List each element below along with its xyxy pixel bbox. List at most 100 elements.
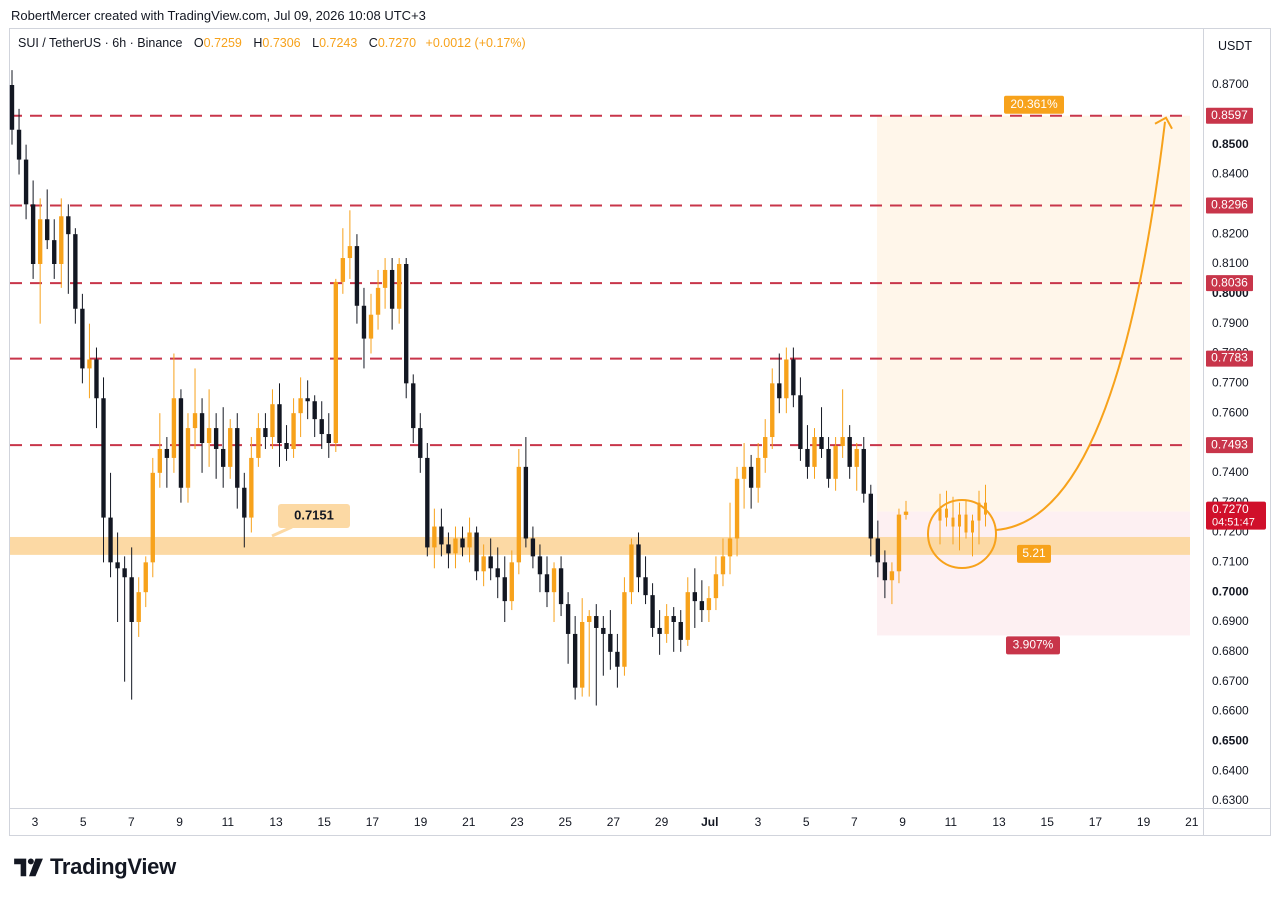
projected-candle-body bbox=[971, 520, 974, 533]
candle-body bbox=[425, 457, 430, 548]
candle-body bbox=[382, 269, 388, 288]
candle-body bbox=[23, 159, 29, 205]
candle-body bbox=[720, 556, 726, 575]
projected-candle-body bbox=[951, 517, 955, 527]
projected-candle-body bbox=[958, 514, 961, 527]
candle-body bbox=[347, 246, 353, 259]
candle-body bbox=[868, 493, 873, 539]
risk-reward-box bbox=[1017, 544, 1051, 563]
price-tick-label: 0.8500 bbox=[1212, 137, 1249, 151]
candle-body bbox=[798, 395, 803, 449]
candle-body bbox=[143, 562, 148, 593]
time-tick-label: 13 bbox=[269, 815, 283, 829]
resistance-price-label: 0.7493 bbox=[1211, 437, 1248, 451]
candle-body bbox=[185, 428, 191, 488]
open-value: 0.7259 bbox=[203, 36, 242, 50]
candle-body bbox=[432, 526, 437, 548]
resistance-price-label: 0.7783 bbox=[1211, 351, 1248, 365]
candle-body bbox=[763, 437, 768, 458]
time-tick-label: 3 bbox=[32, 815, 39, 829]
candle-body bbox=[467, 532, 472, 548]
projected-candle-body bbox=[984, 502, 987, 515]
candle-body bbox=[122, 568, 127, 578]
projected-candle-body bbox=[964, 514, 968, 533]
candle-body bbox=[833, 445, 838, 479]
time-tick-label: 7 bbox=[851, 815, 858, 829]
currency-label[interactable]: USDT bbox=[1217, 39, 1253, 53]
candle-body bbox=[319, 419, 324, 435]
candle-body bbox=[671, 616, 676, 622]
time-tick-label: 13 bbox=[992, 815, 1006, 829]
time-tick-label: 11 bbox=[945, 815, 958, 829]
tradingview-logo: TradingView bbox=[12, 852, 176, 882]
resistance-price-tag bbox=[1206, 350, 1253, 367]
candle-body bbox=[847, 437, 852, 467]
target-pct: 20.361% bbox=[1010, 97, 1058, 111]
candle-body bbox=[664, 616, 669, 634]
price-tick-label: 0.8700 bbox=[1212, 77, 1249, 91]
candle-body bbox=[608, 633, 613, 652]
symbol-legend: SUI / TetherUS · 6h · Binance O0.7259 H0… bbox=[18, 36, 526, 50]
candle-body bbox=[263, 428, 268, 438]
time-tick-label: 19 bbox=[414, 815, 428, 829]
candle-body bbox=[87, 359, 92, 369]
candle-body bbox=[805, 448, 810, 467]
candle-body bbox=[256, 428, 261, 458]
candle-body bbox=[523, 466, 529, 539]
candle-body bbox=[59, 216, 64, 264]
candle-body bbox=[270, 404, 275, 438]
time-tick-label: 7 bbox=[128, 815, 135, 829]
candle-body bbox=[622, 592, 627, 667]
price-tick-label: 0.7600 bbox=[1212, 405, 1249, 419]
candle-body bbox=[657, 627, 662, 634]
candle-body bbox=[594, 616, 599, 628]
candle-body bbox=[439, 526, 444, 545]
symbol-label: SUI / TetherUS · 6h · Binance bbox=[18, 36, 183, 50]
candle-body bbox=[755, 457, 761, 488]
candle-body bbox=[101, 398, 106, 518]
candle-body bbox=[404, 264, 409, 384]
resistance-price-label: 0.8597 bbox=[1211, 108, 1248, 122]
price-tick-label: 0.6700 bbox=[1212, 674, 1249, 688]
candle-body bbox=[150, 472, 155, 563]
candle-body bbox=[242, 487, 247, 518]
candle-body bbox=[30, 204, 36, 264]
candle-body bbox=[157, 448, 163, 473]
time-tick-label: 17 bbox=[1089, 815, 1103, 829]
projection-arrow bbox=[995, 121, 1166, 531]
candle-body bbox=[249, 457, 254, 518]
candle-body bbox=[235, 428, 240, 488]
price-tick-label: 0.6900 bbox=[1212, 614, 1249, 628]
candle-body bbox=[305, 398, 310, 402]
chart-frame[interactable] bbox=[9, 28, 1271, 836]
candle-body bbox=[770, 383, 775, 438]
candle-body bbox=[446, 544, 451, 554]
price-tick-label: 0.7400 bbox=[1212, 465, 1249, 479]
candle-body bbox=[784, 359, 789, 399]
candle-body bbox=[389, 269, 395, 309]
candle-body bbox=[636, 544, 641, 578]
projection-circle bbox=[927, 498, 997, 569]
candle-body bbox=[37, 219, 43, 264]
change-value: +0.0012 (+0.17%) bbox=[425, 36, 526, 50]
stop-pct-box bbox=[1006, 636, 1060, 655]
support-label: 0.7151 bbox=[294, 507, 334, 522]
price-tick-label: 0.8400 bbox=[1212, 167, 1249, 181]
candle-body bbox=[706, 598, 712, 611]
candle-body bbox=[896, 514, 902, 572]
candle-body bbox=[629, 544, 634, 593]
candle-body bbox=[615, 651, 620, 667]
candle-body bbox=[66, 216, 71, 235]
support-zone bbox=[10, 536, 1190, 555]
time-tick-label: 19 bbox=[1137, 815, 1151, 829]
candle-body bbox=[812, 437, 817, 467]
candle-body bbox=[375, 287, 381, 315]
stop-zone bbox=[877, 511, 1190, 636]
candle-body bbox=[228, 428, 233, 467]
candle-body bbox=[861, 448, 866, 494]
open-label: O bbox=[193, 36, 204, 50]
candle-body bbox=[565, 604, 571, 634]
projection-arrowhead bbox=[1154, 116, 1173, 130]
candle-body bbox=[734, 478, 740, 539]
